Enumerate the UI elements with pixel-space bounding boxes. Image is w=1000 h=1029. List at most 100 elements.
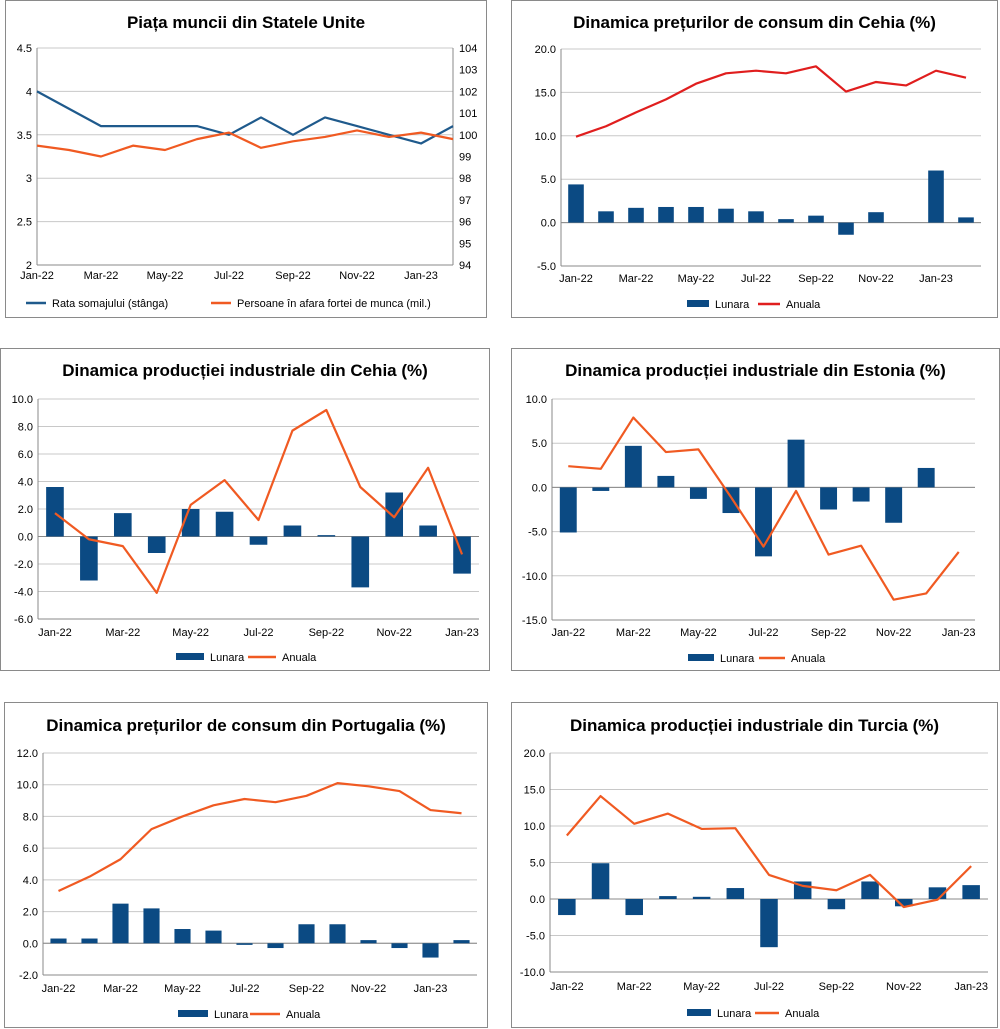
legend-swatch <box>688 654 714 661</box>
y-axis-group: -6.0 -4.0 -2.0 0.0 2.0 4.0 6.0 8.0 10.0 <box>12 394 479 626</box>
chart-ee-ind: Dinamica producției industriale din Esto… <box>522 361 976 665</box>
bar <box>558 899 576 916</box>
x-tick-label: Jan-23 <box>942 627 976 639</box>
series-line <box>36 90 454 145</box>
bar <box>657 475 675 488</box>
y-tick-label: 10.0 <box>535 131 556 143</box>
x-tick-label: Jul-22 <box>244 627 274 639</box>
series-bar <box>568 170 974 235</box>
x-tick-label: Sep-22 <box>275 270 310 282</box>
bar <box>827 899 846 910</box>
legend-label: Rata somajului (stânga) <box>52 298 168 310</box>
series-line <box>575 65 967 138</box>
y-tick-label: 6.0 <box>23 843 38 855</box>
bar <box>113 513 132 537</box>
chart-cz-cpi: Dinamica prețurilor de consum din Cehia … <box>535 13 981 311</box>
x-tick-label: May-22 <box>164 983 201 995</box>
chart-title: Piața muncii din Statele Unite <box>127 13 365 32</box>
legend-swatch <box>687 1009 711 1016</box>
series-bar <box>46 487 471 588</box>
legend-label: Persoane în afara fortei de munca (mil.) <box>237 298 431 310</box>
chart-pt-cpi: Dinamica prețurilor de consum din Portug… <box>17 716 477 1021</box>
y2-tick-label: 100 <box>459 130 477 142</box>
bar <box>249 536 268 545</box>
bar <box>453 940 470 944</box>
y2-tick-label: 104 <box>459 43 477 55</box>
bar <box>838 222 854 235</box>
x-tick-label: Jan-22 <box>551 627 585 639</box>
x-tick-label: Jan-23 <box>404 270 438 282</box>
bar <box>360 940 377 944</box>
bar <box>419 525 437 537</box>
y-tick-label: -15.0 <box>522 615 547 627</box>
bar <box>351 536 370 588</box>
y2-tick-label: 96 <box>459 217 471 229</box>
y-tick-label: -2.0 <box>19 970 38 982</box>
bar <box>236 943 253 945</box>
x-tick-label: Jan-23 <box>445 627 479 639</box>
legend-swatch <box>687 300 709 307</box>
chart-tr-ind: Dinamica producției industriale din Turc… <box>520 716 988 1020</box>
chart-panel-pt-cpi: Dinamica prețurilor de consum din Portug… <box>4 702 488 1028</box>
x-tick-label: Mar-22 <box>617 981 652 993</box>
chart-panel-us-labor: Piața muncii din Statele Unite 2 2.5 3 3.5 4 4… <box>5 0 487 318</box>
y-tick-label: 6.0 <box>18 449 33 461</box>
series-bar <box>558 863 980 948</box>
y-tick-label: 0.0 <box>23 938 38 950</box>
chart-title: Dinamica producției industriale din Turc… <box>570 716 939 735</box>
chart-us-labor: Piața muncii din Statele Unite 2 2.5 3 3.5 4 4… <box>17 13 478 310</box>
x-tick-label: Mar-22 <box>616 627 651 639</box>
bar <box>958 217 974 223</box>
series-line <box>575 65 967 138</box>
series-line <box>566 794 972 909</box>
y2-tick-label: 103 <box>459 65 477 77</box>
y2-tick-label: 102 <box>459 86 477 98</box>
series-bar <box>50 903 470 958</box>
y-tick-label: 10.0 <box>12 394 33 406</box>
y-tick-label: 20.0 <box>524 748 545 760</box>
y-axis-group: -2.0 0.0 2.0 4.0 6.0 8.0 10.0 12.0 <box>17 748 477 982</box>
series-line <box>36 90 454 145</box>
bar <box>592 487 610 491</box>
bar <box>81 938 98 944</box>
series-line <box>54 408 464 594</box>
bar <box>885 487 903 523</box>
bar <box>928 170 944 223</box>
y-tick-label: -6.0 <box>14 614 33 626</box>
y-tick-label: 0.0 <box>541 218 556 230</box>
x-tick-label: Mar-22 <box>84 270 119 282</box>
y2-tick-label: 95 <box>459 238 471 250</box>
bar <box>205 930 222 944</box>
y-tick-label: 0.0 <box>532 482 547 494</box>
y2-tick-label: 101 <box>459 108 477 120</box>
legend-label: Lunara <box>210 652 245 664</box>
bar <box>748 211 764 223</box>
bar <box>147 536 166 553</box>
bar <box>760 899 778 948</box>
legend-label: Lunara <box>214 1009 249 1021</box>
series-line <box>568 416 960 601</box>
legend-label: Anuala <box>786 299 821 311</box>
bar <box>598 211 614 223</box>
legend-label: Anuala <box>286 1009 321 1021</box>
x-tick-label: Nov-22 <box>876 627 911 639</box>
x-tick-label: May-22 <box>147 270 184 282</box>
x-tick-label: Jan-22 <box>20 270 54 282</box>
y-tick-label: 3 <box>26 173 32 185</box>
y-axis-group: 2 2.5 3 3.5 4 4.5 94 95 96 97 98 99 100 101 102 103 104 <box>17 43 478 272</box>
legend-label: Lunara <box>720 653 755 665</box>
series-line <box>54 408 464 594</box>
y-tick-label: 20.0 <box>535 44 556 56</box>
bar <box>659 896 677 899</box>
chart-title: Dinamica producției industriale din Esto… <box>565 361 946 380</box>
series-bar <box>559 439 935 557</box>
bar <box>174 929 191 944</box>
bar <box>329 924 346 944</box>
x-tick-label: Mar-22 <box>619 273 654 285</box>
bar <box>928 887 947 899</box>
x-tick-label: Jul-22 <box>214 270 244 282</box>
bar <box>820 487 838 510</box>
x-tick-label: May-22 <box>678 273 715 285</box>
y-tick-label: 10.0 <box>524 821 545 833</box>
x-tick-label: Mar-22 <box>105 627 140 639</box>
